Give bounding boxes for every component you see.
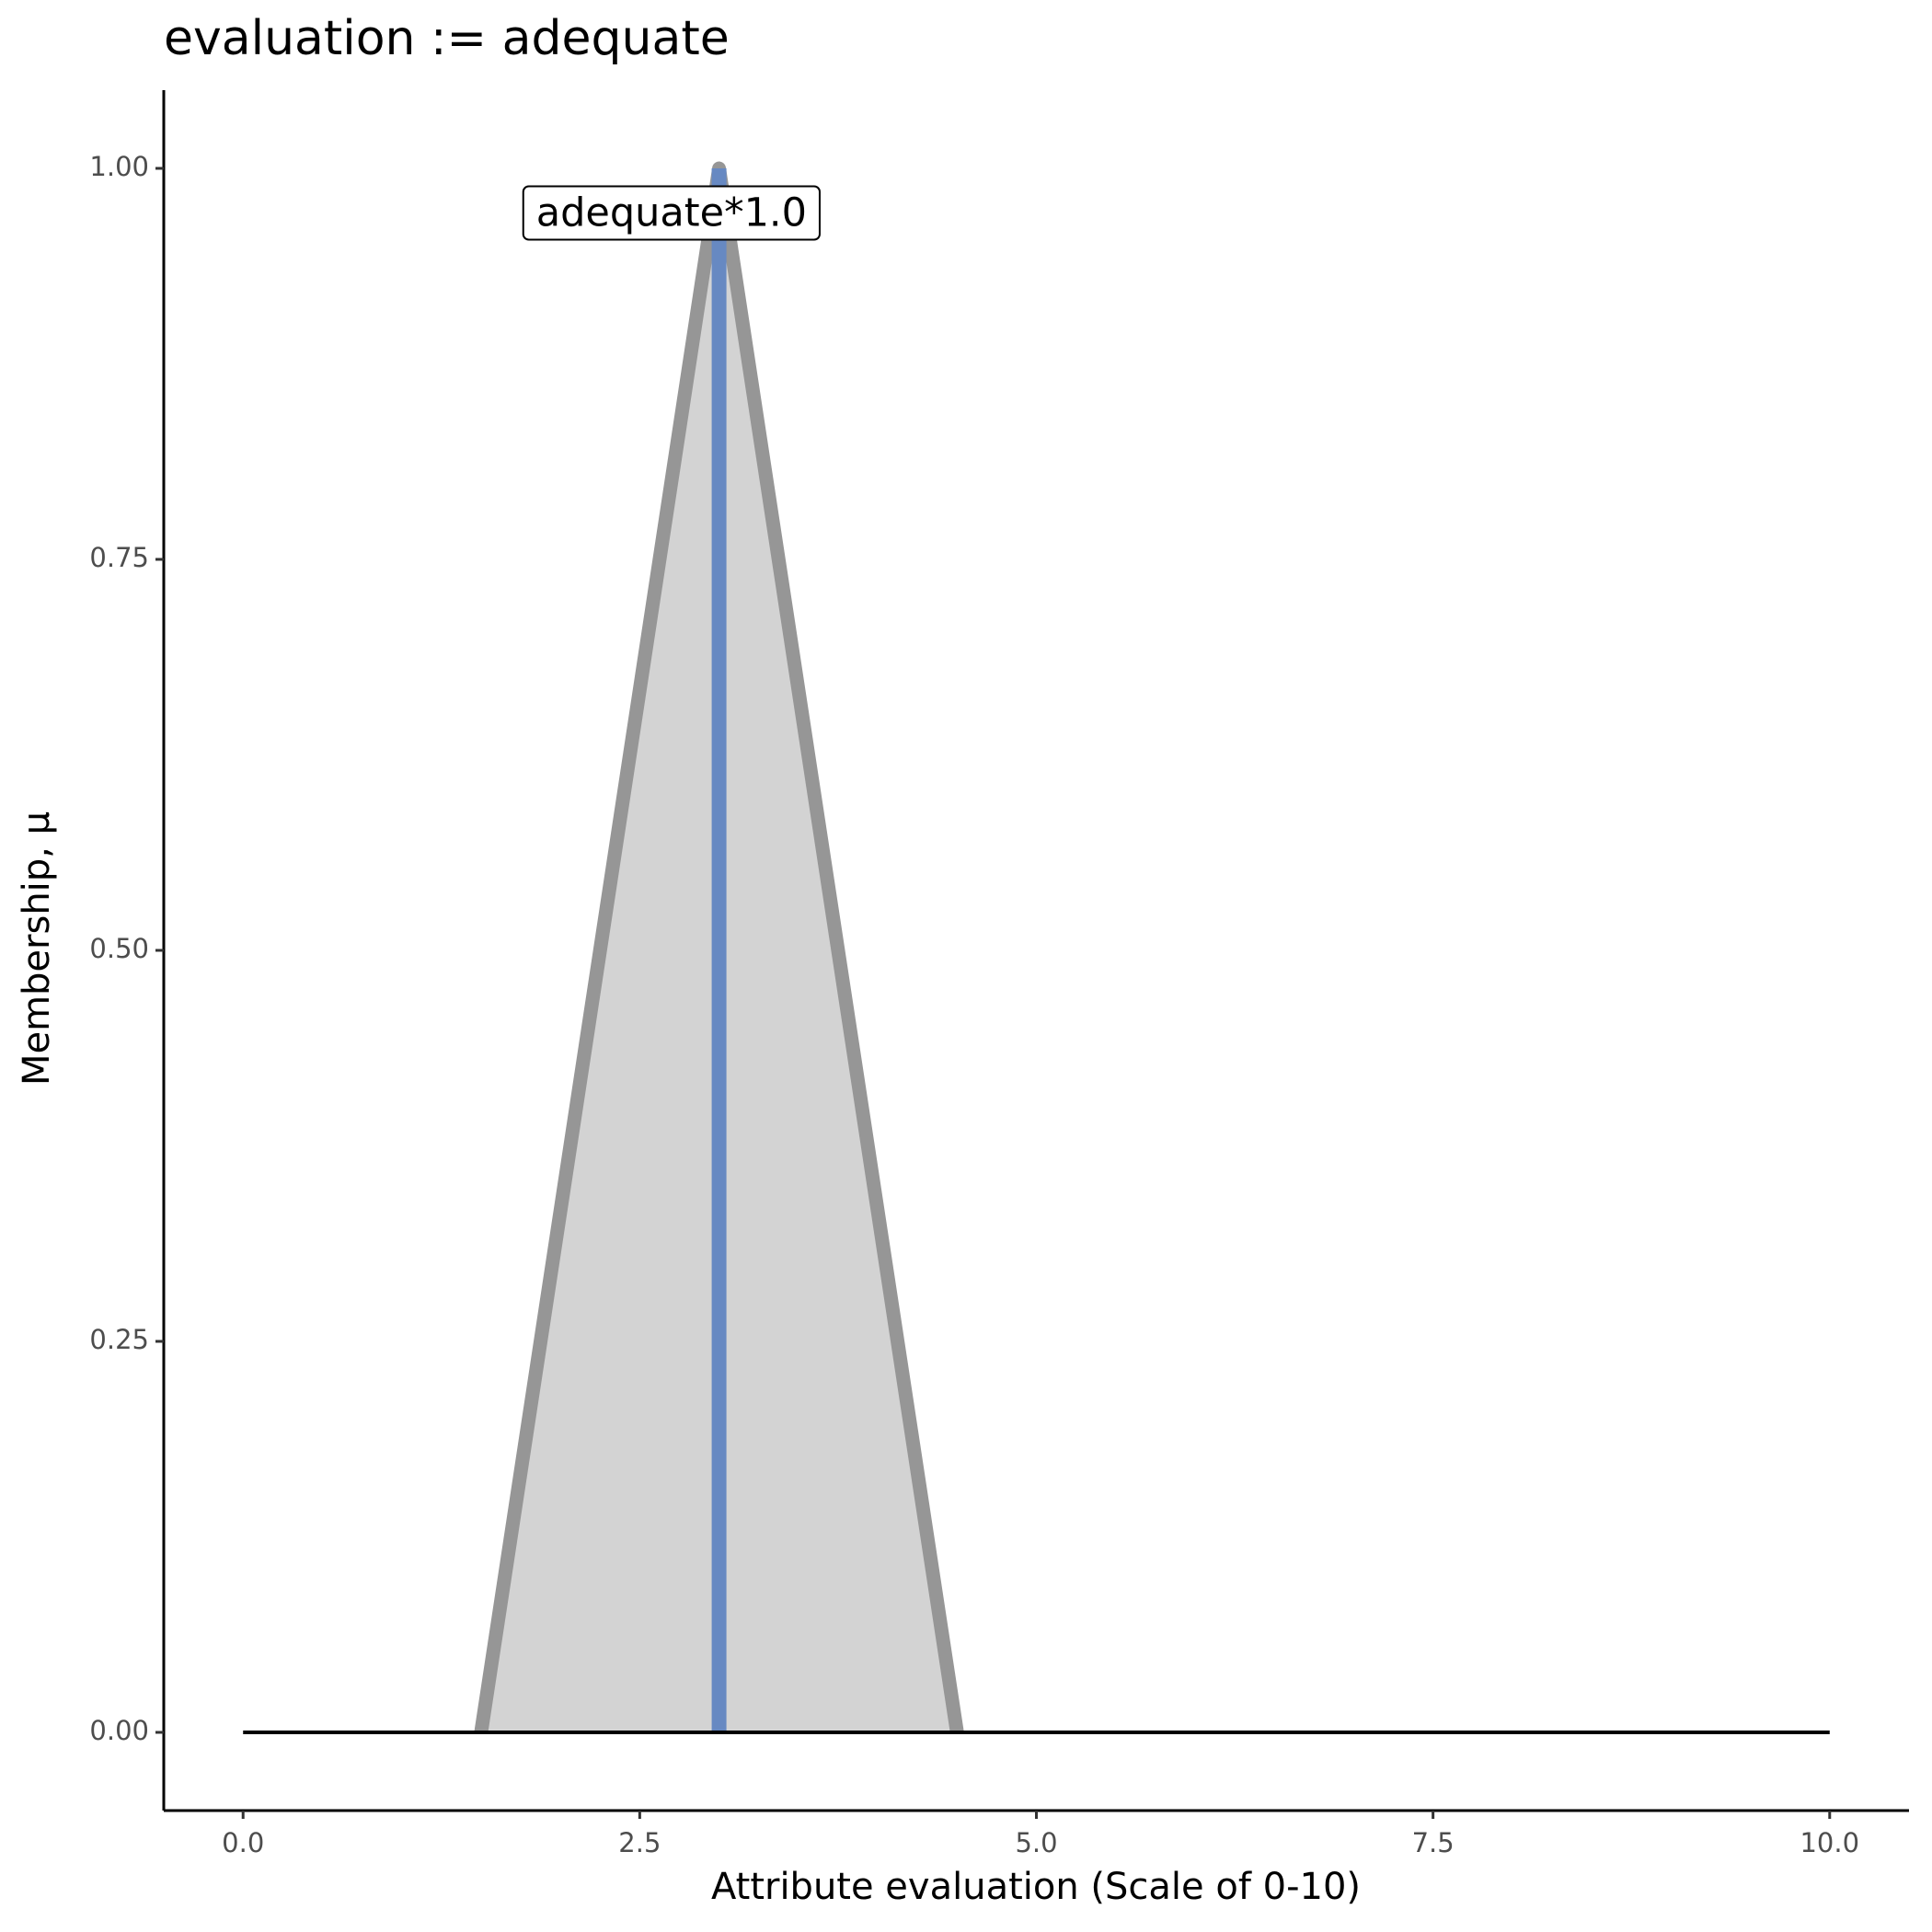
y-tick-label: 0.50 — [89, 933, 149, 964]
y-axis-title: Membership, μ — [16, 811, 58, 1086]
x-tick-label: 10.0 — [1800, 1827, 1859, 1858]
y-tick-label: 0.00 — [89, 1715, 149, 1746]
y-tick-label: 1.00 — [89, 151, 149, 182]
x-axis-title: Attribute evaluation (Scale of 0-10) — [711, 1866, 1361, 1908]
x-tick-label: 5.0 — [1015, 1827, 1057, 1858]
annotation-label: adequate*1.0 — [536, 190, 807, 236]
x-tick-label: 7.5 — [1412, 1827, 1455, 1858]
y-tick-label: 0.75 — [89, 542, 149, 573]
y-tick-label: 0.25 — [89, 1324, 149, 1355]
x-tick-label: 2.5 — [618, 1827, 661, 1858]
x-tick-label: 0.0 — [222, 1827, 264, 1858]
chart-title: evaluation := adequate — [164, 11, 730, 66]
annotation-box — [522, 185, 821, 241]
